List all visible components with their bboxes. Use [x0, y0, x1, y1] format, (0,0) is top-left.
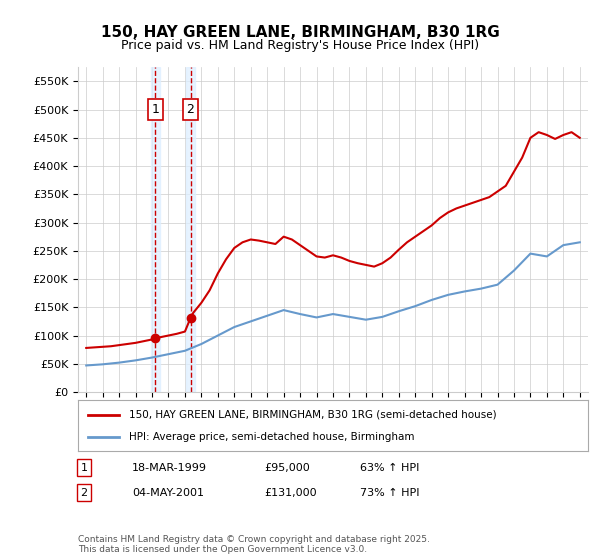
Text: Contains HM Land Registry data © Crown copyright and database right 2025.
This d: Contains HM Land Registry data © Crown c…	[78, 535, 430, 554]
Text: 1: 1	[80, 463, 88, 473]
Text: 04-MAY-2001: 04-MAY-2001	[132, 488, 204, 498]
Text: 150, HAY GREEN LANE, BIRMINGHAM, B30 1RG (semi-detached house): 150, HAY GREEN LANE, BIRMINGHAM, B30 1RG…	[129, 409, 497, 419]
Text: £131,000: £131,000	[264, 488, 317, 498]
Text: 150, HAY GREEN LANE, BIRMINGHAM, B30 1RG: 150, HAY GREEN LANE, BIRMINGHAM, B30 1RG	[101, 25, 499, 40]
Text: 1: 1	[152, 103, 160, 116]
Text: 2: 2	[80, 488, 88, 498]
Text: 63% ↑ HPI: 63% ↑ HPI	[360, 463, 419, 473]
Text: 18-MAR-1999: 18-MAR-1999	[132, 463, 207, 473]
Text: 73% ↑ HPI: 73% ↑ HPI	[360, 488, 419, 498]
Bar	[185, 67, 196, 392]
Text: £95,000: £95,000	[264, 463, 310, 473]
Text: 2: 2	[187, 103, 194, 116]
Bar	[151, 67, 160, 392]
Text: Price paid vs. HM Land Registry's House Price Index (HPI): Price paid vs. HM Land Registry's House …	[121, 39, 479, 52]
Text: HPI: Average price, semi-detached house, Birmingham: HPI: Average price, semi-detached house,…	[129, 432, 415, 442]
